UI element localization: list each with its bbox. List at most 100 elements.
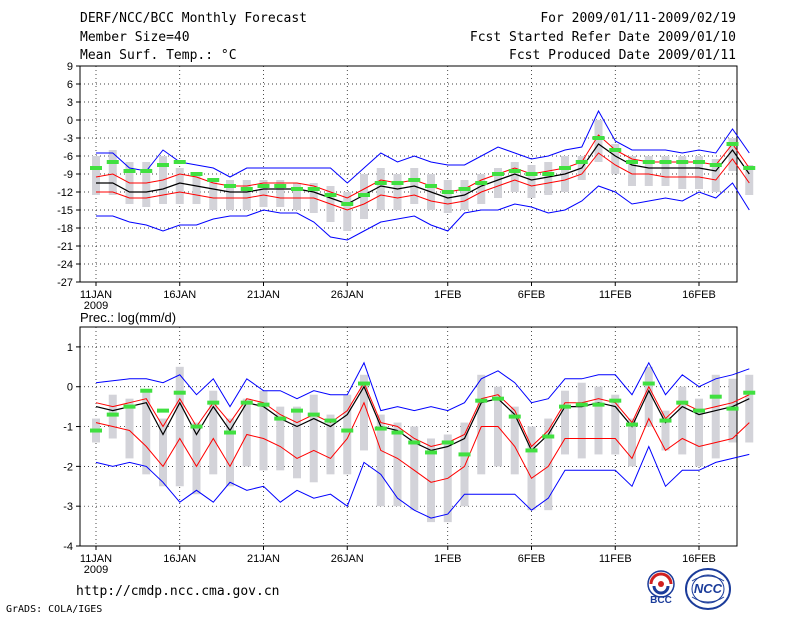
source-url[interactable]: http://cmdp.ncc.cma.gov.cn [76,584,280,599]
spread-bar [175,168,184,204]
x-tick-label: 6FEB [518,553,546,565]
deterministic-marker [307,187,320,191]
deterministic-marker [391,181,404,185]
deterministic-marker [274,416,287,421]
spread-bar [259,180,268,207]
spread-bar [611,394,620,455]
bcc-logo: BCC [641,568,681,608]
spread-bar [159,418,167,487]
forecast-produced-date: Fcst Produced Date 2009/01/11 [509,48,736,63]
deterministic-marker [676,400,689,405]
spread-bar [661,156,670,186]
y-tick-label: -1 [63,422,73,434]
spread-bar [711,374,720,459]
upper-percentile-line [95,381,750,448]
deterministic-marker [743,166,756,170]
spread-bar [644,366,653,427]
deterministic-marker [709,394,722,399]
spread-bar [594,120,603,162]
spread-bar [695,156,703,189]
y-tick-label: -27 [57,277,73,289]
deterministic-marker [157,408,169,413]
spread-bar [393,174,402,210]
spread-bar [410,426,419,511]
deterministic-marker [358,381,370,386]
spread-bar [276,180,285,207]
spread-bar [527,426,536,511]
spread-bar [192,422,201,495]
deterministic-marker [408,440,421,445]
deterministic-marker [307,412,320,417]
deterministic-marker [425,184,437,188]
spread-bar [494,168,502,198]
spread-bar [561,390,569,455]
deterministic-marker [592,136,605,140]
y-tick-label: -3 [63,501,73,513]
spread-bar [259,390,268,471]
deterministic-marker [224,430,236,435]
deterministic-marker [324,418,337,423]
lower-percentile-line [96,152,750,211]
member-size-label: Member Size=40 [80,30,190,45]
spread-bar [142,162,151,207]
deterministic-marker [676,160,689,164]
x-tick-label: 1FEB [434,289,462,301]
deterministic-marker [408,178,421,182]
deterministic-marker [374,426,387,431]
spread-bar [678,386,687,455]
deterministic-marker [341,202,354,206]
ensemble-max-line [95,361,750,412]
deterministic-marker [575,160,588,164]
deterministic-marker [257,402,270,407]
deterministic-marker [626,422,638,427]
y-tick-label: -15 [57,205,73,217]
year-label: 2009 [84,300,108,312]
deterministic-marker [575,402,588,407]
spread-bar [209,390,218,475]
spread-bar [92,156,100,195]
deterministic-marker [626,160,638,164]
ensemble-min-line [96,182,750,241]
spread-bar [276,406,285,471]
x-tick-label: 6FEB [518,289,546,301]
x-tick-label: 16JAN [163,553,196,565]
y-tick-label: -3 [63,133,73,145]
spread-bar [544,162,553,195]
spread-bar [510,406,519,475]
ncc-logo: NCC [684,567,732,611]
deterministic-marker [559,166,571,170]
deterministic-marker [475,181,488,185]
deterministic-marker [207,178,220,182]
spread-bar [108,150,117,195]
deterministic-marker [441,440,454,445]
spread-bar [326,414,335,475]
spread-bar [293,183,301,210]
y-tick-label: -12 [57,187,73,199]
ensemble-max-line [96,109,750,184]
y-tick-label: 9 [67,61,73,73]
deterministic-marker [726,142,739,146]
spread-bar [226,180,234,210]
deterministic-marker [542,434,555,439]
spread-bar [527,165,536,198]
spread-bar [393,422,402,507]
deterministic-marker [441,190,454,194]
x-tick-label: 16JAN [163,289,196,301]
spread-bar [343,394,352,475]
deterministic-marker [508,414,521,419]
deterministic-marker [508,169,521,173]
y-tick-label: -9 [63,169,73,181]
y-tick-label: 0 [67,115,73,127]
deterministic-marker [106,160,119,164]
deterministic-marker [207,400,220,405]
deterministic-marker [140,169,153,173]
spread-bar [242,180,251,210]
spread-bar [309,394,318,483]
y-tick-label: 0 [67,382,73,394]
ensemble-mean-line [95,385,750,452]
deterministic-marker [224,184,236,188]
deterministic-marker [458,187,471,191]
spread-bar [443,180,452,213]
y-tick-label: -2 [63,461,73,473]
spread-bar [125,398,134,459]
